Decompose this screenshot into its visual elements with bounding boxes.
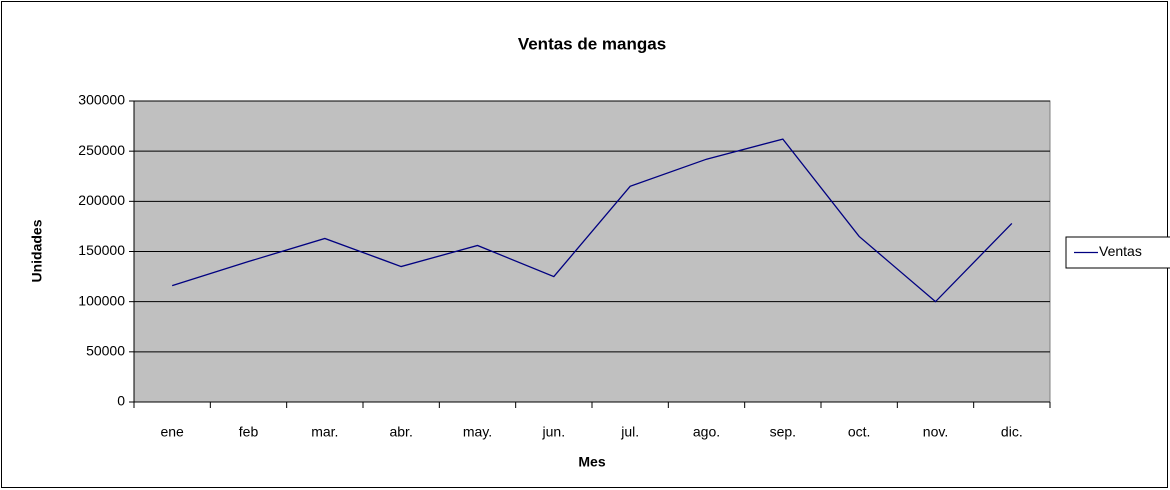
- x-tick-label: mar.: [311, 424, 338, 440]
- y-tick-label: 200000: [78, 192, 125, 208]
- x-axis-label: Mes: [578, 454, 605, 470]
- x-tick-label: ene: [160, 424, 184, 440]
- legend-label: Ventas: [1099, 243, 1142, 259]
- x-tick-label: abr.: [389, 424, 412, 440]
- x-tick-label: oct.: [848, 424, 871, 440]
- x-tick-label: may.: [463, 424, 492, 440]
- chart-title: Ventas de mangas: [518, 34, 666, 53]
- x-tick-label: nov.: [923, 424, 948, 440]
- y-tick-label: 150000: [78, 242, 125, 258]
- x-tick-label: ago.: [693, 424, 720, 440]
- y-tick-label: 100000: [78, 292, 125, 308]
- series-line: [171, 138, 1013, 303]
- x-tick-label: dic.: [1001, 424, 1023, 440]
- x-tick-label: sep.: [770, 424, 796, 440]
- y-axis-label: Unidades: [29, 219, 45, 282]
- x-tick-label: jun.: [542, 424, 566, 440]
- x-tick-label: jul.: [620, 424, 639, 440]
- x-tick-label: feb: [239, 424, 259, 440]
- y-tick-label: 300000: [78, 92, 125, 108]
- y-tick-label: 250000: [78, 142, 125, 158]
- y-tick-label: 0: [117, 393, 125, 409]
- y-tick-label: 50000: [86, 343, 125, 359]
